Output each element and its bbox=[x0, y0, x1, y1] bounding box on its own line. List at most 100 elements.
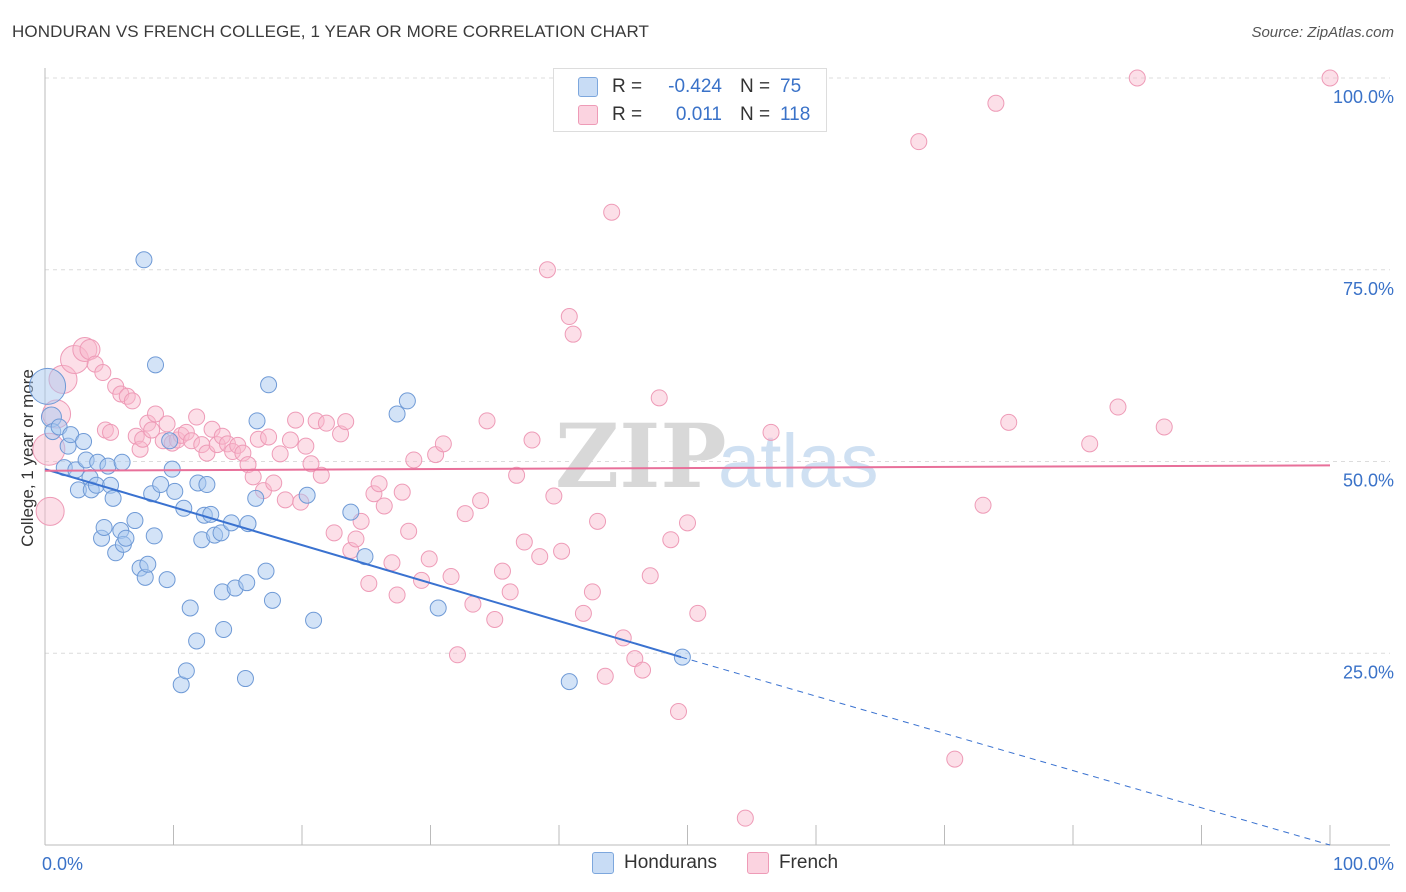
french-point bbox=[1128, 69, 1146, 87]
french-point bbox=[670, 703, 688, 721]
french-point bbox=[515, 533, 533, 551]
honduran-trend-line bbox=[44, 468, 682, 659]
y-tick-label: 100.0% bbox=[1333, 87, 1394, 107]
french-point bbox=[1000, 413, 1018, 431]
legend-r-value: -0.424 bbox=[668, 76, 722, 97]
trend-lines bbox=[44, 464, 1331, 846]
french-point bbox=[388, 586, 406, 604]
legend-label-french: French bbox=[778, 852, 839, 873]
legend-swatch-french bbox=[746, 852, 769, 874]
french-point bbox=[464, 595, 482, 613]
french-point bbox=[493, 562, 511, 580]
legend-n-label: N = bbox=[740, 76, 771, 97]
french-point bbox=[375, 497, 393, 515]
honduran-point bbox=[388, 405, 406, 423]
french-point bbox=[260, 428, 278, 446]
legend-swatch-hondurans bbox=[592, 852, 614, 874]
french-points bbox=[32, 69, 1339, 827]
watermark: ZIP atlas bbox=[555, 404, 879, 508]
french-point bbox=[641, 567, 659, 585]
french-point bbox=[276, 491, 294, 509]
french-point bbox=[244, 468, 262, 486]
french-point bbox=[123, 392, 141, 410]
legend-item-hondurans[interactable]: Hondurans bbox=[592, 852, 717, 874]
french-point bbox=[118, 387, 136, 405]
french-point bbox=[531, 548, 549, 566]
honduran-point bbox=[429, 599, 447, 617]
honduran-trend-extension bbox=[680, 656, 1331, 846]
honduran-point bbox=[113, 453, 131, 471]
french-point bbox=[974, 496, 992, 514]
french-point bbox=[281, 431, 299, 449]
honduran-point bbox=[75, 433, 93, 451]
y-tick-label: 25.0% bbox=[1343, 662, 1394, 682]
french-point bbox=[564, 325, 582, 343]
tick-labels: 0.0% 100.0% 100.0% 75.0% 50.0% 25.0% bbox=[42, 87, 1394, 874]
french-point bbox=[538, 261, 556, 279]
y-tick-label: 50.0% bbox=[1343, 471, 1394, 491]
french-point bbox=[762, 423, 780, 441]
honduran-point bbox=[248, 412, 266, 430]
honduran-point bbox=[147, 356, 165, 374]
french-point bbox=[365, 485, 383, 503]
legend-row-hondurans: R = -0.424 N = 75 bbox=[554, 72, 801, 102]
honduran-point bbox=[247, 489, 265, 507]
french-point bbox=[131, 440, 149, 458]
honduran-point bbox=[177, 662, 195, 680]
french-point bbox=[158, 415, 176, 433]
y-tick-label: 75.0% bbox=[1343, 279, 1394, 299]
french-point bbox=[1155, 418, 1173, 436]
french-point bbox=[650, 389, 668, 407]
french-point bbox=[203, 420, 221, 438]
french-trend-line bbox=[44, 464, 1331, 472]
legend-swatch-french bbox=[578, 105, 598, 125]
french-point bbox=[501, 583, 519, 601]
french-point bbox=[1109, 398, 1127, 416]
french-point bbox=[193, 436, 211, 454]
french-point bbox=[946, 750, 964, 768]
french-point bbox=[302, 455, 320, 473]
french-point bbox=[987, 94, 1005, 112]
french-point bbox=[448, 646, 466, 664]
honduran-point bbox=[29, 367, 67, 405]
honduran-point bbox=[342, 503, 360, 521]
honduran-point bbox=[161, 432, 179, 450]
french-point bbox=[147, 405, 165, 423]
legend-item-french[interactable]: French bbox=[746, 852, 839, 874]
french-point bbox=[589, 512, 607, 530]
french-point bbox=[370, 475, 388, 493]
french-point bbox=[317, 414, 335, 432]
honduran-point bbox=[305, 611, 323, 629]
french-point bbox=[360, 574, 378, 592]
axes bbox=[44, 68, 1390, 846]
bottom-legend: Hondurans French bbox=[592, 852, 868, 874]
french-point bbox=[689, 604, 707, 622]
french-point bbox=[265, 474, 283, 492]
legend-box: R = -0.424 N = 75 R = 0.011 N = 118 bbox=[553, 68, 827, 132]
french-point bbox=[143, 421, 161, 439]
honduran-point bbox=[260, 376, 278, 394]
legend-n-value: 75 bbox=[780, 76, 802, 97]
french-point bbox=[486, 611, 504, 629]
french-point bbox=[287, 411, 305, 429]
honduran-point bbox=[117, 529, 135, 547]
x-tick-label: 100.0% bbox=[1333, 854, 1394, 874]
french-point bbox=[79, 339, 101, 361]
french-point bbox=[393, 483, 411, 501]
legend-swatch-hondurans bbox=[578, 77, 598, 97]
honduran-point bbox=[158, 571, 176, 589]
french-point bbox=[545, 487, 563, 505]
french-point bbox=[523, 431, 541, 449]
french-point bbox=[442, 568, 460, 586]
french-point bbox=[347, 530, 365, 548]
watermark-zip: ZIP bbox=[555, 404, 727, 508]
french-point bbox=[307, 412, 325, 430]
french-point bbox=[72, 337, 98, 363]
french-point bbox=[434, 435, 452, 453]
french-point bbox=[182, 432, 200, 450]
honduran-point bbox=[99, 457, 117, 475]
french-point bbox=[312, 466, 330, 484]
honduran-point bbox=[236, 670, 254, 688]
source-label: Source: ZipAtlas.com bbox=[1251, 24, 1394, 41]
